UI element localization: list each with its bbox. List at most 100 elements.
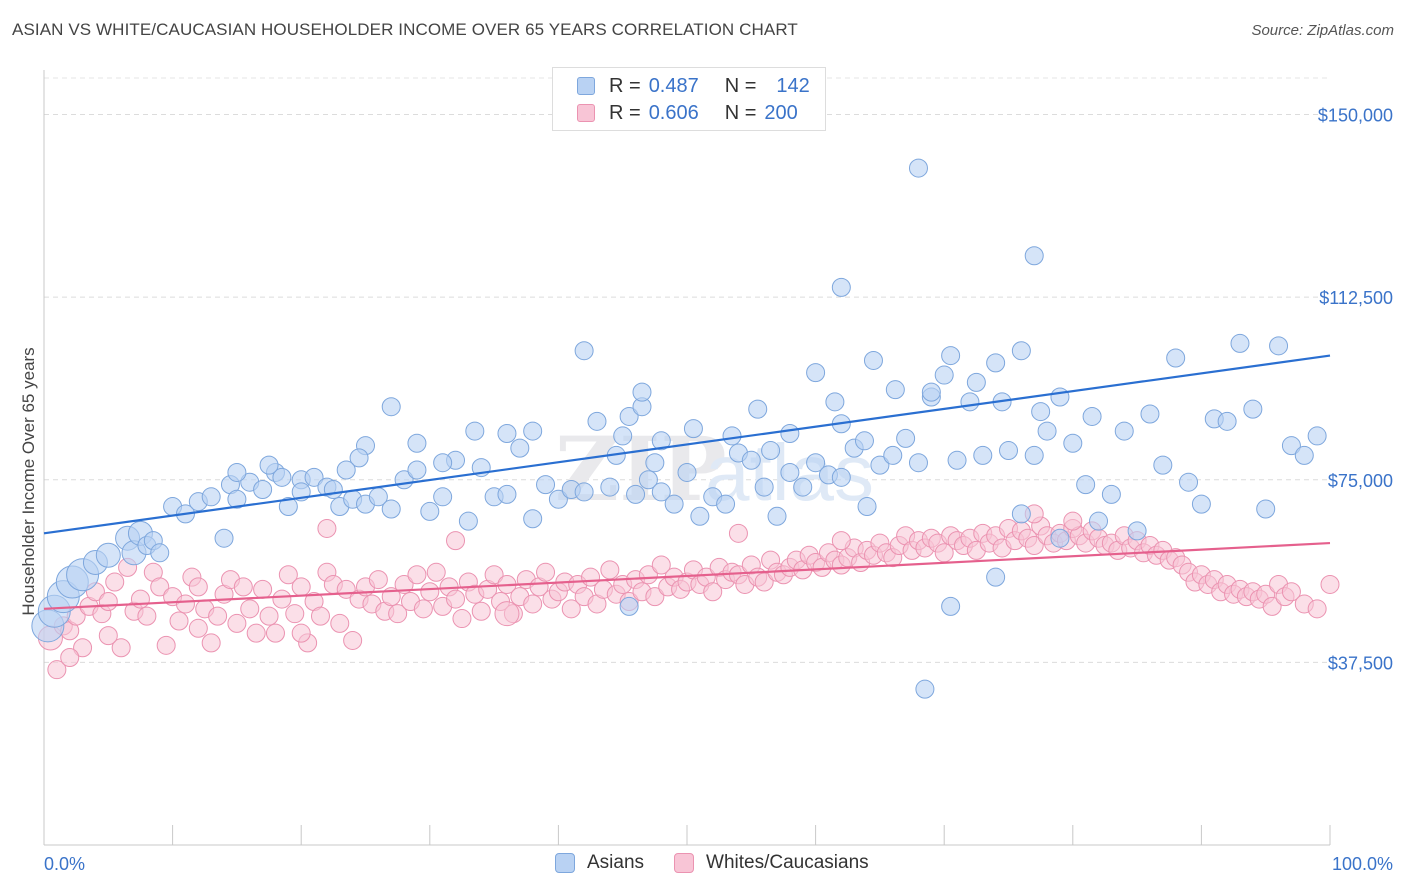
whites-point [111, 638, 131, 658]
asians-point [1050, 528, 1070, 548]
asians-point [150, 543, 170, 563]
whites-point [317, 518, 337, 538]
whites-point [227, 613, 247, 633]
whites-point [60, 648, 80, 668]
whites-point [728, 523, 748, 543]
x-tick-label-min: 0.0% [44, 854, 85, 874]
x-tick-label-max: 100.0% [1332, 854, 1393, 874]
y-tick-label: $112,500 [1319, 288, 1393, 308]
chart-title: ASIAN VS WHITE/CAUCASIAN HOUSEHOLDER INC… [12, 20, 798, 39]
stats-legend: R = 0.487 N = 142 R = 0.606 N = 200 [552, 67, 826, 131]
asians-point [683, 419, 703, 439]
asians-point [1050, 387, 1070, 407]
asians-point [1082, 406, 1102, 426]
asians-n-label: N = [724, 74, 757, 97]
whites-point [265, 623, 285, 643]
whites-point [407, 565, 427, 585]
whites-point [291, 623, 311, 643]
asians-point [272, 467, 292, 487]
asians-point [407, 433, 427, 453]
whites-point [420, 582, 440, 602]
legend-item-whites[interactable]: Whites/Caucasians [674, 852, 869, 874]
asians-point [883, 445, 903, 465]
y-axis-label: Householder Income Over 65 years [19, 347, 38, 615]
asians-point [1031, 402, 1051, 422]
asians-point [966, 372, 986, 392]
asians-point [523, 509, 543, 529]
whites-point [47, 660, 67, 680]
asians-point [458, 511, 478, 531]
whites-trend-line [43, 541, 1331, 610]
asians-point [941, 596, 961, 616]
whites-point [536, 562, 556, 582]
asians-point [722, 426, 742, 446]
asians-point [619, 596, 639, 616]
whites-swatch [577, 104, 595, 122]
whites-point [484, 565, 504, 585]
whites-point [1307, 599, 1327, 619]
asians-point [1256, 499, 1276, 519]
whites-point [413, 599, 433, 619]
whites-point [394, 574, 414, 594]
y-tick-label: $75,000 [1328, 471, 1393, 491]
asians-point [510, 438, 530, 458]
asians-point [1294, 445, 1314, 465]
asians-point [95, 542, 121, 568]
asians-point [973, 445, 993, 465]
asians-point [908, 158, 928, 178]
asians-point [986, 567, 1006, 587]
whites-point [208, 606, 228, 626]
whites-point [175, 594, 195, 614]
asians-point [574, 482, 594, 502]
whites-point [137, 606, 157, 626]
whites-point [426, 562, 446, 582]
asians-r-label: R = [609, 74, 641, 97]
whites-point [169, 611, 189, 631]
asians-point [465, 421, 485, 441]
asians-point [336, 460, 356, 480]
asians-point [934, 365, 954, 385]
asians-point [885, 380, 905, 400]
whites-point [645, 587, 665, 607]
asians-point [986, 353, 1006, 373]
whites-point [98, 592, 118, 612]
whites-point [201, 633, 221, 653]
asians-point [908, 453, 928, 473]
asians-point [433, 453, 453, 473]
asians-point [854, 431, 874, 451]
asians-point [896, 428, 916, 448]
asians-point [1037, 421, 1057, 441]
legend-whites-label: Whites/Caucasians [706, 852, 869, 873]
whites-point [240, 599, 260, 619]
asians-point [1191, 494, 1211, 514]
asians-point [1243, 399, 1263, 419]
asians-r-value: 0.487 [648, 74, 699, 97]
whites-point [278, 565, 298, 585]
asians-point [831, 277, 851, 297]
whites-point [1262, 596, 1282, 616]
whites-point [233, 577, 253, 597]
asians-point [1011, 504, 1031, 524]
legend-item-asians[interactable]: Asians [555, 852, 644, 874]
whites-point [1320, 574, 1340, 594]
asians-swatch [577, 77, 595, 95]
asians-point [253, 480, 273, 500]
asians-point [947, 450, 967, 470]
asians-point [227, 489, 247, 509]
whites-point [156, 635, 176, 655]
asians-point [433, 487, 453, 507]
asians-point [754, 477, 774, 497]
asians-point [381, 397, 401, 417]
asians-point [1024, 445, 1044, 465]
asians-point [1089, 511, 1109, 531]
asians-point [1307, 426, 1327, 446]
asians-point [420, 501, 440, 521]
trend-lines [43, 354, 1331, 610]
whites-point [259, 606, 279, 626]
asians-point [381, 499, 401, 519]
whites-point [1063, 511, 1083, 531]
asians-point [1127, 521, 1147, 541]
asians-point [214, 528, 234, 548]
asians-point [304, 467, 324, 487]
